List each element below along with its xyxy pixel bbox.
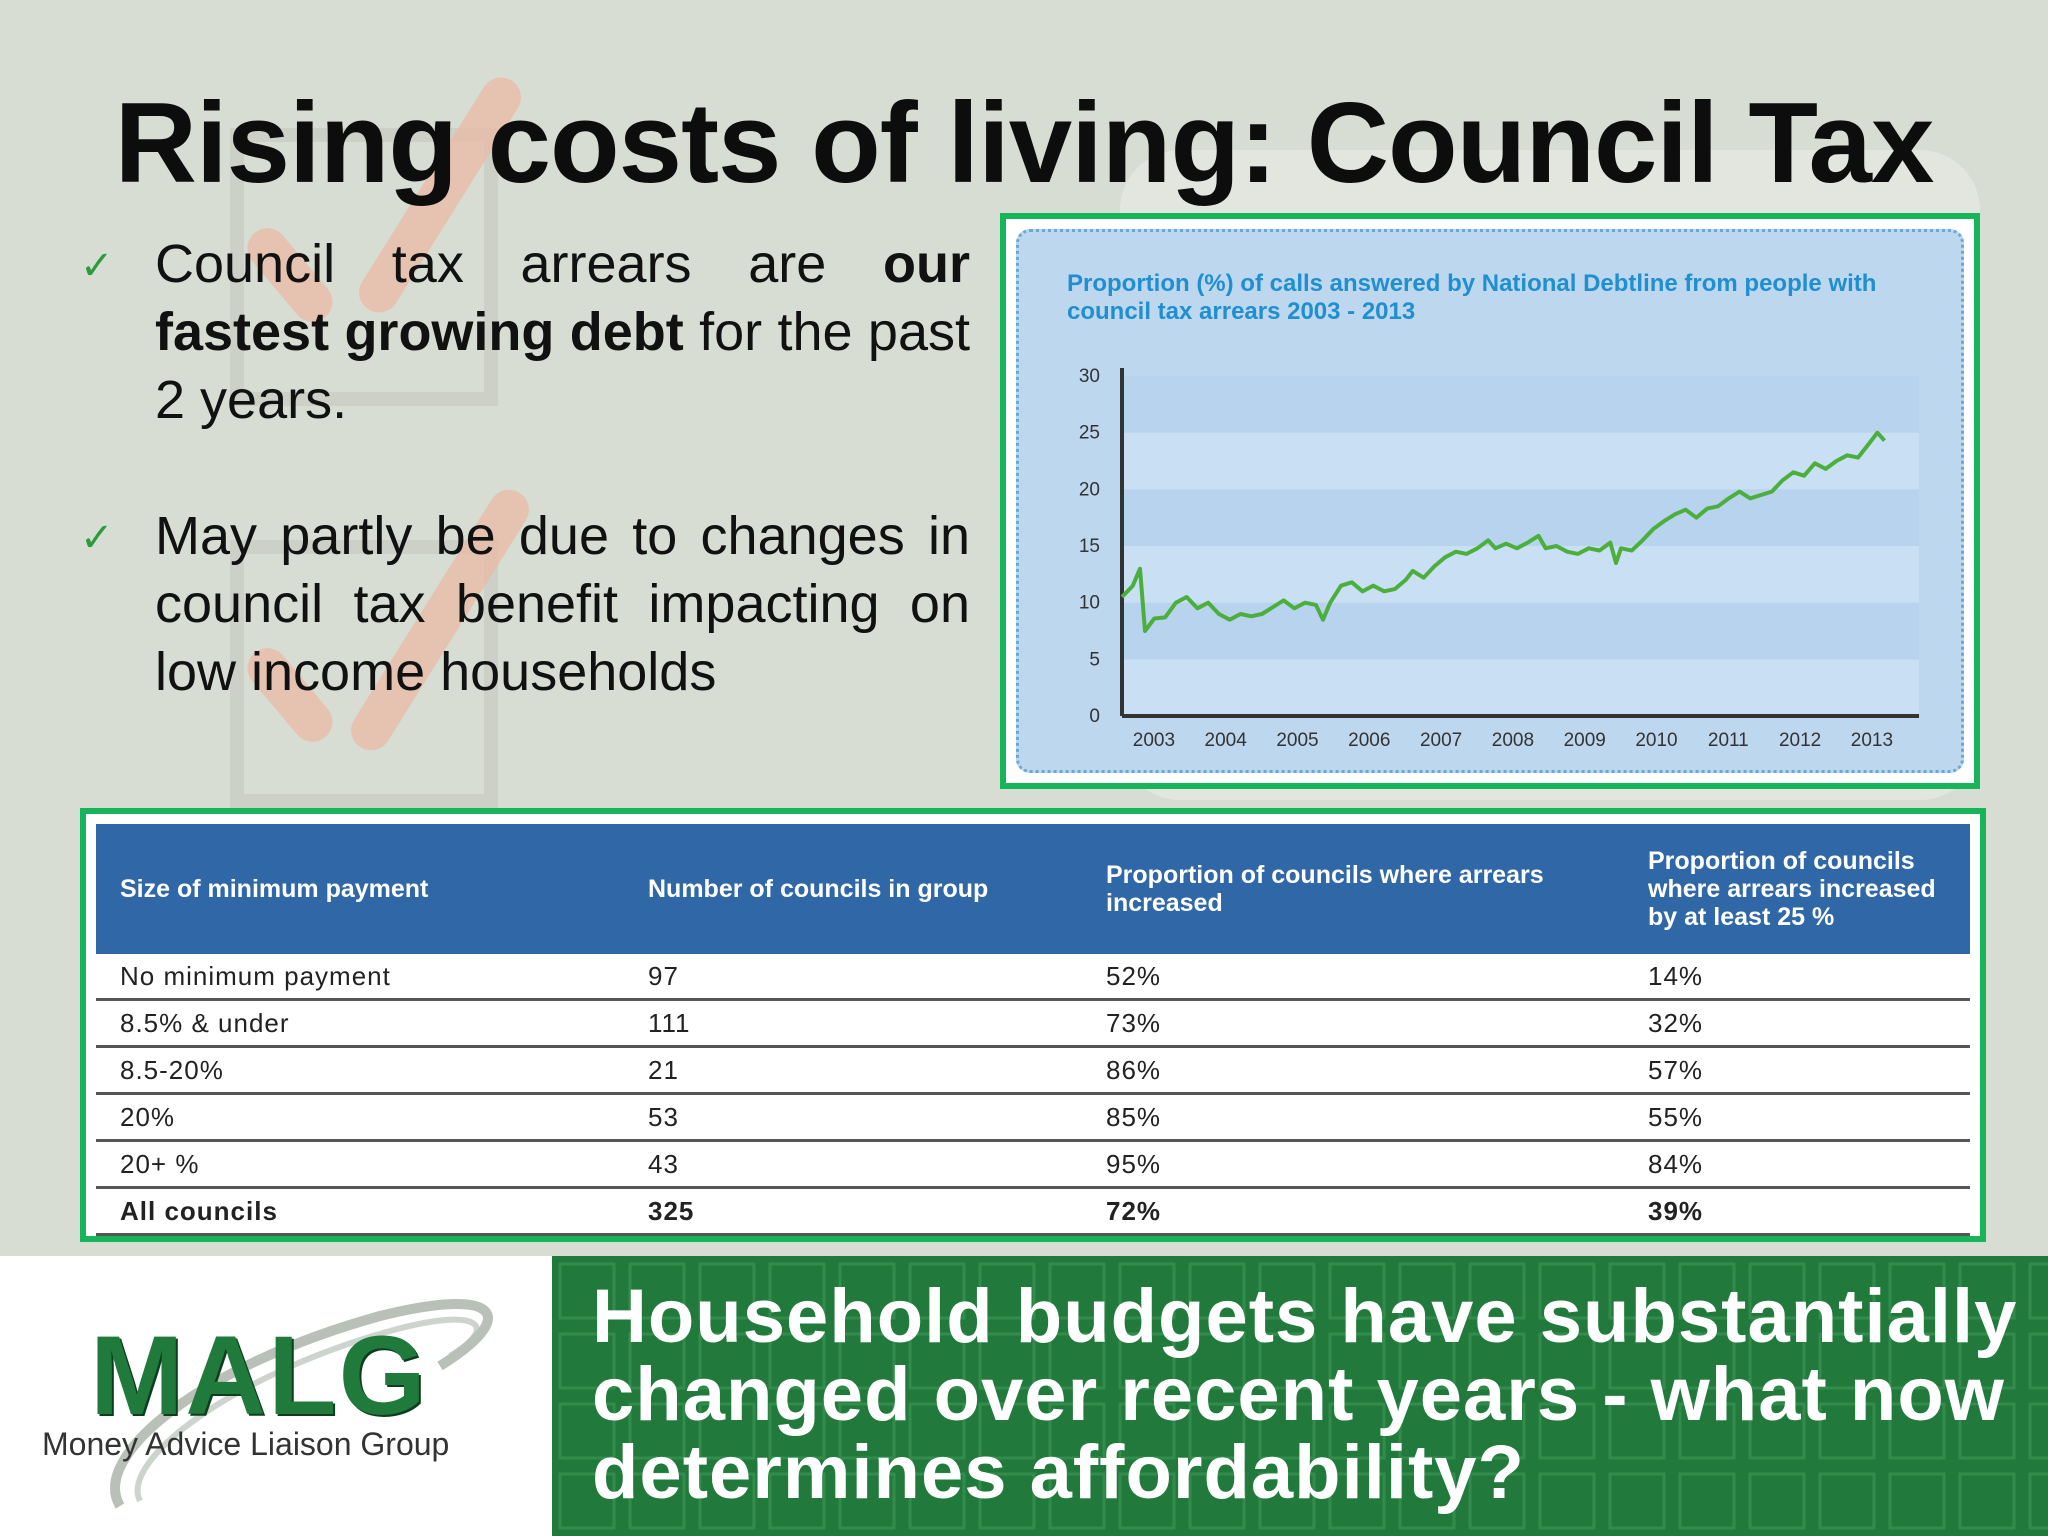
table-cell: 95% [1082,1140,1624,1189]
table-row: No minimum payment 97 52% 14% [96,954,1970,1001]
column-header: Proportion of councils where arrears inc… [1624,824,1970,954]
table-row: 20+ % 43 95% 84% [96,1140,1970,1189]
table-row: 8.5% & under 111 73% 32% [96,999,1970,1048]
bullet-text: Council tax arrears are [155,234,883,294]
x-tick-label: 2012 [1779,730,1821,751]
column-header: Size of minimum payment [96,824,624,954]
check-icon: ✓ [80,516,114,560]
table-cell: 8.5-20% [96,1046,624,1095]
table-cell: 111 [624,999,1082,1048]
x-tick-label: 2007 [1420,730,1462,751]
table-cell: 73% [1082,999,1624,1048]
y-tick-label: 30 [1079,366,1100,387]
x-tick-label: 2013 [1851,730,1893,751]
column-header: Number of councils in group [624,824,1082,954]
grid-band [1122,432,1919,490]
column-header: Proportion of councils where arrears inc… [1082,824,1624,954]
table-row: 20% 53 85% 55% [96,1093,1970,1142]
table-cell: 85% [1082,1093,1624,1142]
bullet-list: ✓ Council tax arrears are our fastest gr… [80,230,970,774]
grid-band [1122,546,1919,603]
checkbox-decoration [230,540,498,808]
bullet-item: ✓ May partly be due to changes in counci… [80,502,970,706]
arrears-table: Size of minimum payment Number of counci… [96,824,1970,1236]
series-line [1120,430,1886,633]
bullet-emphasis: our fastest growing debt [155,234,970,362]
bullet-text: May partly be due to changes in council … [155,506,970,702]
table-cell: 43 [624,1140,1082,1189]
table-cell: 53 [624,1093,1082,1142]
table-cell: 84% [1624,1140,1970,1189]
table-total-row: All councils 325 72% 39% [96,1187,1970,1236]
table-cell: 39% [1624,1187,1970,1236]
x-tick-label: 2006 [1348,730,1390,751]
line-chart: 0 5 10 15 20 25 30 2003 2004 2005 2006 2007 2008 2009… [1079,366,1919,751]
y-tick-label: 20 [1079,479,1100,500]
y-tick-label: 25 [1079,423,1100,444]
table-header-row: Size of minimum payment Number of counci… [96,824,1970,954]
tagline-banner: Household budgets have substantially cha… [552,1256,2048,1536]
tagline: Household budgets have substantially cha… [592,1274,2018,1515]
grid-pattern [552,1256,2048,1536]
table-cell: No minimum payment [96,954,624,1001]
logo-panel: MALG Money Advice Liaison Group [0,1256,552,1536]
table-cell: 52% [1082,954,1624,1001]
x-tick-label: 2009 [1564,730,1606,751]
x-tick-label: 2004 [1205,730,1248,751]
x-tick-label: 2008 [1492,730,1534,751]
table-cell: 55% [1624,1093,1970,1142]
bullet-text: for the past 2 years. [155,302,970,430]
table-cell: 325 [624,1187,1082,1236]
logo: MALG [90,1313,428,1438]
table-row: 8.5-20% 21 86% 57% [96,1046,1970,1095]
chart-panel: Proportion (%) of calls answered by Nati… [1000,213,1980,789]
chart-area: Proportion (%) of calls answered by Nati… [1016,229,1964,773]
table-cell: All councils [96,1187,624,1236]
grid-band [1122,602,1919,660]
table-cell: 72% [1082,1187,1624,1236]
slide-title: Rising costs of living: Council Tax [114,80,1935,207]
table-cell: 20+ % [96,1140,624,1189]
bullet-item: ✓ Council tax arrears are our fastest gr… [80,230,970,434]
logo-subtitle: Money Advice Liaison Group [42,1426,450,1462]
swoosh-icon [110,1299,493,1509]
x-tick-label: 2005 [1276,730,1318,751]
y-tick-label: 10 [1079,593,1100,614]
table-cell: 32% [1624,999,1970,1048]
x-tick-label: 2003 [1133,730,1175,751]
table-cell: 8.5% & under [96,999,624,1048]
grid-band [1122,659,1919,716]
table-cell: 14% [1624,954,1970,1001]
y-tick-label: 0 [1089,706,1100,727]
table-cell: 97 [624,954,1082,1001]
chart-title: Proportion (%) of calls answered by Nati… [1067,270,1877,325]
table-cell: 86% [1082,1046,1624,1095]
table-panel: Size of minimum payment Number of counci… [80,808,1986,1242]
table-cell: 57% [1624,1046,1970,1095]
grid-band [1122,489,1919,546]
x-tick-label: 2010 [1635,730,1677,751]
table-cell: 20% [96,1093,624,1142]
check-icon: ✓ [80,244,114,288]
checkbox-decoration [230,128,498,406]
x-tick-label: 2011 [1708,730,1749,751]
y-tick-label: 15 [1079,536,1100,557]
table-cell: 21 [624,1046,1082,1095]
grid-band [1122,376,1919,433]
y-tick-label: 5 [1089,649,1100,670]
